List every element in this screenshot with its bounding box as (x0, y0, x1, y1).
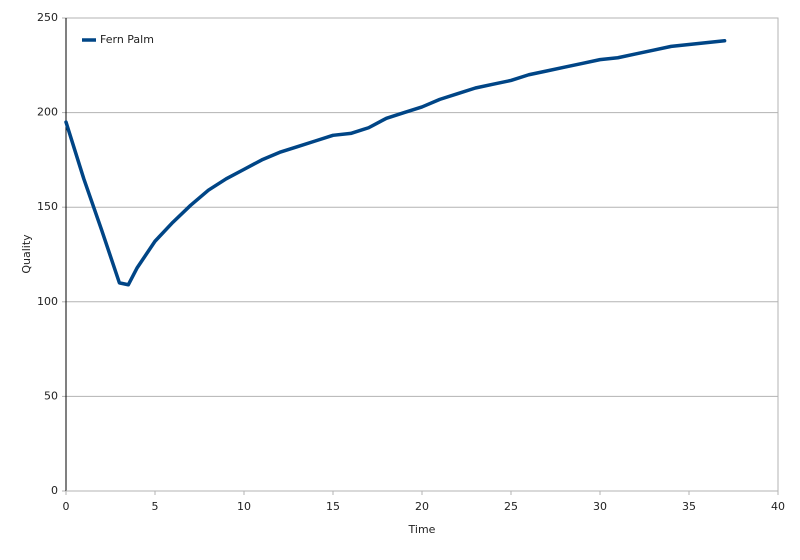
x-tick-label: 35 (682, 500, 696, 513)
plot-frame (65, 17, 779, 492)
x-axis-label: Time (408, 523, 436, 536)
x-tick-label: 25 (504, 500, 518, 513)
y-tick-label: 200 (37, 106, 58, 119)
y-tick-label: 150 (37, 200, 58, 213)
line-series (64, 38, 727, 287)
y-tick-label: 250 (37, 11, 58, 24)
x-tick-label: 10 (237, 500, 251, 513)
x-tick-label: 15 (326, 500, 340, 513)
x-tick-label: 0 (63, 500, 70, 513)
x-tick-label: 5 (152, 500, 159, 513)
x-tick-label: 20 (415, 500, 429, 513)
y-axis-label: Quality (20, 234, 33, 274)
x-tick-label: 30 (593, 500, 607, 513)
legend-label: Fern Palm (100, 33, 154, 46)
y-tick-label: 50 (44, 389, 58, 402)
y-tick-label: 100 (37, 295, 58, 308)
y-tick-label: 0 (51, 484, 58, 497)
x-tick-label: 40 (771, 500, 785, 513)
